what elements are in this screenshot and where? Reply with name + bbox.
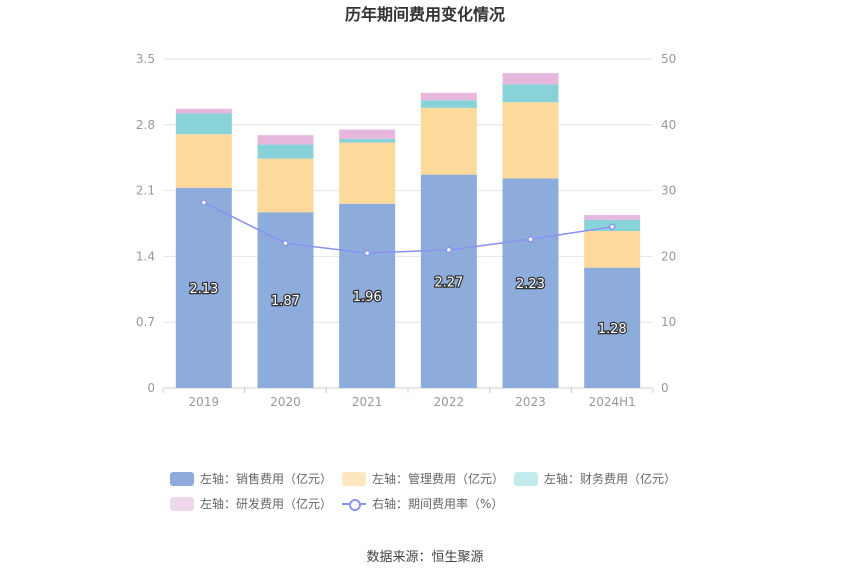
bar-data-label: 2.23: [516, 277, 545, 292]
data-source-note: 数据来源：恒生聚源: [366, 550, 484, 565]
bar-data-label: 1.96: [353, 290, 382, 305]
bar-segment-3: [502, 73, 559, 85]
expense-ratio-line: [203, 201, 613, 254]
bar-segment-0: [584, 267, 641, 388]
legend-item[interactable]: 右轴：期间费用率（%）: [342, 495, 514, 512]
right-y-tick-label: 50: [661, 52, 676, 66]
x-tick-label: 2024H1: [589, 395, 636, 409]
legend-label: 右轴：期间费用率（%）: [372, 497, 504, 511]
right-y-tick-label: 0: [661, 381, 669, 395]
chart-title: 历年期间费用变化情况: [345, 5, 505, 24]
expense-ratio-point: [363, 249, 371, 257]
chart-legend: 左轴：销售费用（亿元） 左轴：管理费用（亿元） 左轴：财务费用（亿元） 左轴：研发费用…: [170, 470, 710, 512]
bar-data-label: 2.13: [189, 282, 218, 297]
left-y-tick-label: 0.7: [136, 315, 155, 329]
legend-item[interactable]: 左轴：销售费用（亿元）: [170, 470, 342, 487]
left-y-tick-label: 3.5: [136, 52, 155, 66]
bar-segment-3: [339, 129, 396, 139]
right-y-tick-label: 40: [661, 118, 676, 132]
x-tick-label: 2022: [434, 395, 465, 409]
bar-segment-0: [339, 203, 396, 388]
bar-data-label: 1.28: [598, 322, 627, 337]
x-tick-label: 2023: [515, 395, 546, 409]
legend-swatch: [342, 471, 366, 486]
bar-segment-2: [257, 144, 314, 159]
legend-swatch: [170, 496, 194, 511]
right-y-tick-label: 10: [661, 315, 676, 329]
bar-segment-1: [420, 107, 477, 175]
legend-label: 左轴：管理费用（亿元）: [372, 472, 505, 486]
expense-ratio-point: [445, 246, 453, 254]
left-y-tick-label: 0: [147, 381, 155, 395]
bar-segment-1: [584, 231, 641, 268]
bar-segment-0: [420, 174, 477, 388]
legend-swatch: [170, 471, 194, 486]
right-y-tick-label: 20: [661, 249, 676, 263]
expense-ratio-point: [200, 199, 208, 206]
legend-line-marker-icon: [342, 497, 366, 511]
bar-data-label: 1.87: [271, 294, 300, 309]
legend-label: 左轴：财务费用（亿元）: [544, 472, 677, 486]
legend-item[interactable]: 左轴：管理费用（亿元）: [342, 470, 514, 487]
expense-ratio-point: [527, 236, 534, 243]
bar-segment-1: [175, 134, 232, 188]
bar-data-label: 2.27: [434, 275, 463, 290]
expense-ratio-point: [608, 223, 616, 231]
x-tick-label: 2020: [270, 395, 301, 409]
bar-segment-1: [339, 142, 396, 204]
bar-segment-1: [257, 158, 314, 213]
bar-segment-3: [175, 108, 232, 114]
bar-segment-2: [420, 100, 477, 108]
bar-segment-0: [175, 187, 232, 388]
x-tick-label: 2021: [352, 395, 383, 409]
left-y-tick-label: 2.1: [136, 184, 155, 198]
bar-segment-2: [339, 138, 396, 143]
bar-segment-2: [175, 113, 232, 135]
left-y-tick-label: 2.8: [136, 118, 155, 132]
legend-label: 左轴：研发费用（亿元）: [200, 497, 333, 511]
expense-ratio-point: [282, 239, 289, 247]
bar-segment-2: [502, 84, 559, 103]
x-tick-label: 2019: [189, 395, 220, 409]
legend-swatch: [514, 471, 538, 486]
legend-item[interactable]: 左轴：财务费用（亿元）: [514, 470, 686, 487]
right-y-tick-label: 30: [661, 184, 676, 198]
legend-label: 左轴：销售费用（亿元）: [200, 472, 333, 486]
bar-segment-3: [584, 215, 641, 220]
bar-segment-0: [502, 178, 559, 388]
bar-segment-3: [420, 92, 477, 101]
left-y-tick-label: 1.4: [136, 249, 155, 263]
bar-segment-3: [257, 135, 314, 145]
bar-segment-1: [502, 102, 559, 179]
legend-item[interactable]: 左轴：研发费用（亿元）: [170, 495, 342, 512]
